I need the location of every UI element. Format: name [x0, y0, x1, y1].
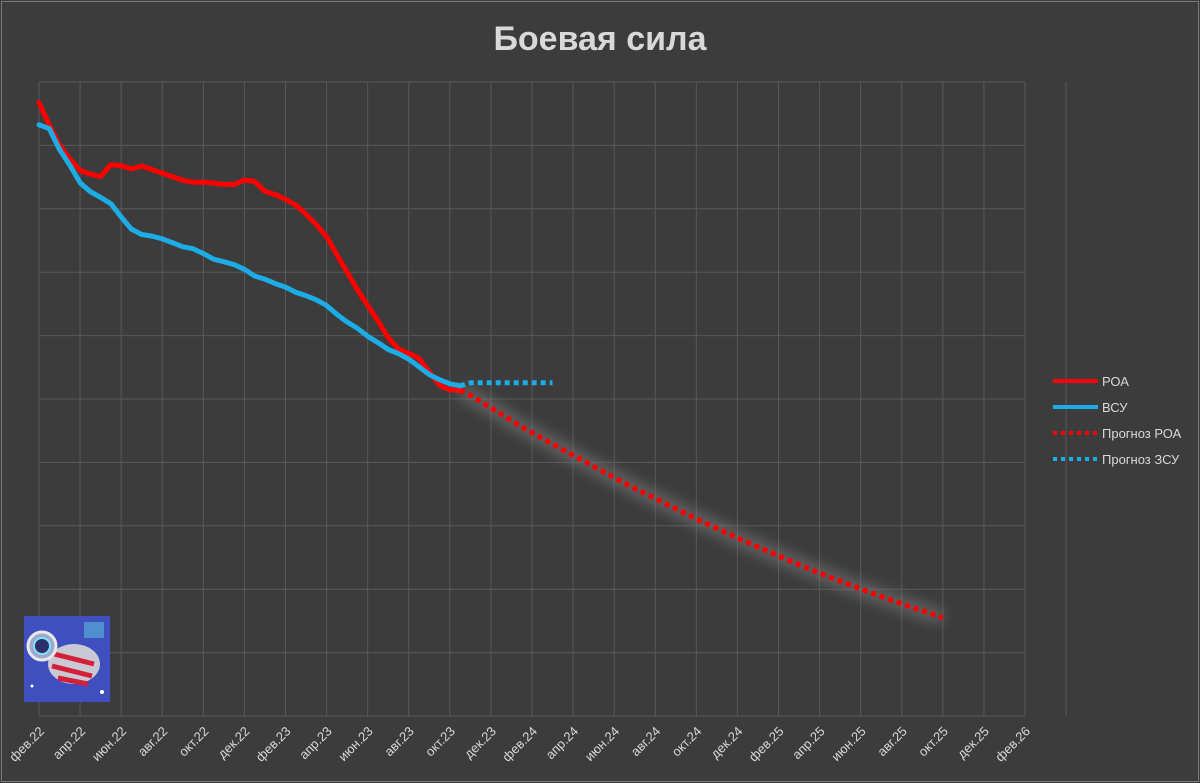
legend-label: ВСУ: [1102, 400, 1128, 415]
star-icon: [100, 690, 104, 694]
legend-label: Прогноз РОА: [1102, 426, 1182, 441]
grid: [38, 81, 1067, 717]
series-layer: [36, 100, 946, 626]
series-line-0: [36, 100, 463, 393]
series-line-1: [36, 122, 463, 389]
series-line-3: [459, 380, 553, 389]
astronaut-stripes-icon: [51, 651, 95, 687]
avatar-panel-icon: [84, 622, 104, 638]
avatar: [24, 616, 110, 702]
star-icon: [30, 684, 34, 688]
chart-title: Боевая сила: [493, 20, 707, 58]
legend-label: Прогноз ЗСУ: [1102, 452, 1180, 467]
legend-label: РОА: [1102, 374, 1129, 389]
legend: РОА ВСУ Прогноз РОА Прогноз ЗСУ: [1053, 374, 1182, 467]
series-line-2: [459, 388, 944, 621]
astronaut-visor-icon: [33, 637, 51, 655]
